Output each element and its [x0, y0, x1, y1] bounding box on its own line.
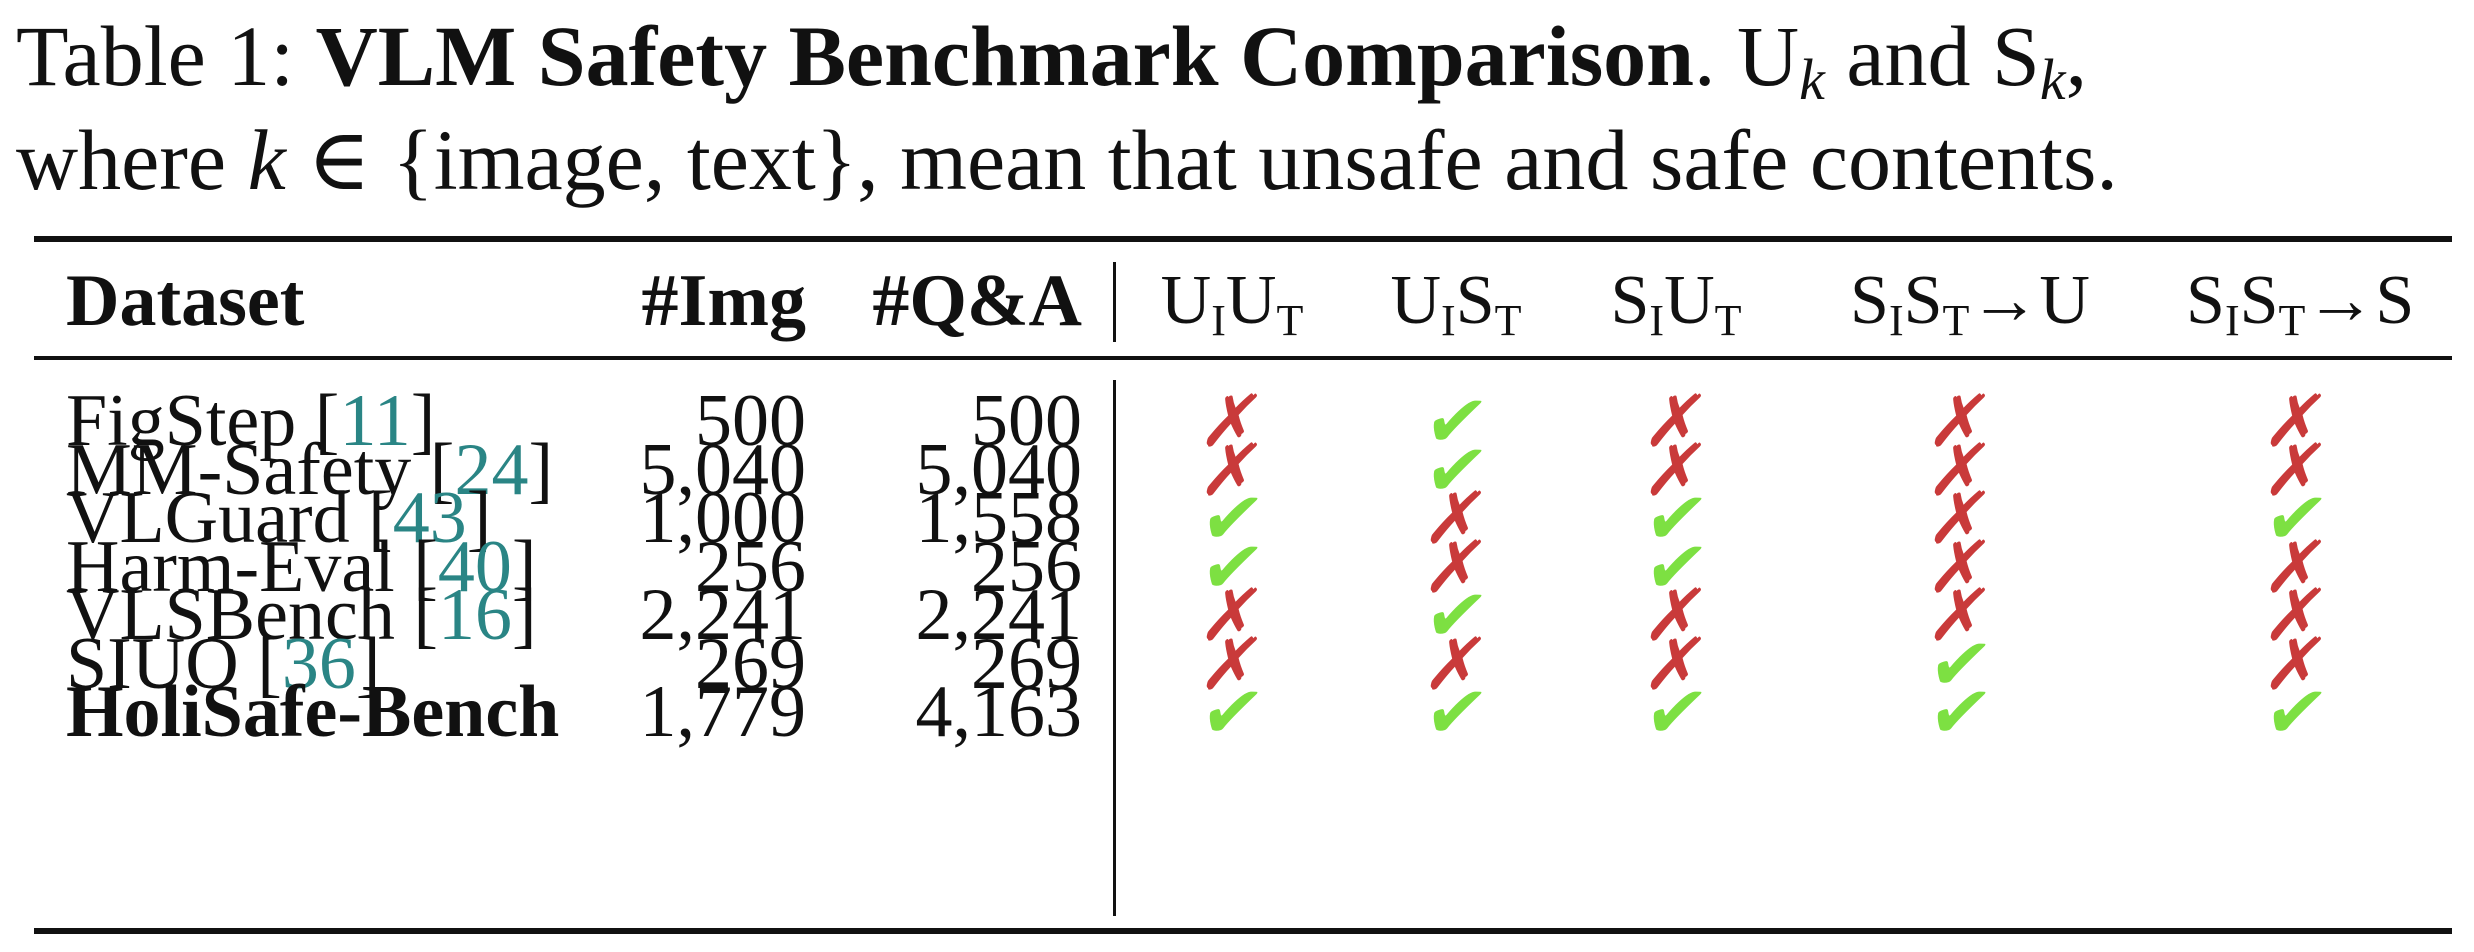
header-flag-4: SIST→U	[1850, 262, 2090, 345]
body-column-divider	[1113, 380, 1116, 916]
flag-cell-4: ✔	[1850, 670, 2070, 754]
table-row: HoliSafe-Bench 1,779 4,163 ✔ ✔ ✔ ✔ ✔	[0, 670, 2474, 754]
dataset-name: VLSBench [16]	[66, 574, 537, 656]
caption-variable: k	[247, 112, 286, 208]
checkmark-icon: ✔	[1922, 670, 1998, 754]
caption-label: Table 1:	[16, 8, 316, 104]
bottom-rule	[34, 928, 2452, 934]
img-count: 5,040	[639, 428, 807, 511]
qa-count: 2,241	[915, 574, 1083, 656]
dataset-name: VLGuard [43]	[66, 477, 492, 559]
header-flag-5: SIST→S	[2186, 262, 2415, 345]
qa-count: 4,163	[915, 671, 1083, 753]
checkmark-icon: ✔	[1638, 670, 1714, 754]
img-count: 256	[695, 525, 806, 608]
table-caption: Table 1: VLM Safety Benchmark Comparison…	[16, 4, 2456, 212]
citation-link[interactable]: 43	[392, 477, 467, 559]
qa-count: 500	[971, 380, 1082, 462]
caption-text: . U	[1694, 8, 1800, 104]
caption-title: VLM Safety Benchmark Comparison	[315, 8, 1695, 104]
citation-link[interactable]: 36	[281, 622, 356, 705]
caption-text: and S	[1824, 8, 2040, 104]
img-count: 1,779	[639, 671, 807, 753]
header-flag-2: UIST	[1390, 262, 1522, 345]
qa-count: 256	[971, 525, 1082, 608]
table-row: VLGuard [43] 1,000 1,558 ✔ ✗ ✔ ✗ ✔	[0, 476, 2474, 560]
header-flag-3: SIUT	[1610, 262, 1742, 345]
caption-line-1: Table 1: VLM Safety Benchmark Comparison…	[16, 4, 2456, 109]
caption-subscript: k	[2039, 47, 2066, 112]
table-row: SIUO [36] 269 269 ✗ ✗ ✗ ✔ ✗	[0, 622, 2474, 706]
header-flag-1: UIUT	[1160, 262, 1304, 345]
flag-cell-5: ✔	[2186, 670, 2406, 754]
top-rule	[34, 236, 2452, 242]
dataset-name: SIUO [36]	[66, 622, 381, 705]
caption-text: ,	[2065, 8, 2088, 104]
citation-link[interactable]: 16	[438, 574, 513, 656]
qa-count: 5,040	[915, 428, 1083, 511]
dataset-name: FigStep [11]	[66, 380, 436, 462]
caption-line-2: where k ∈ {image, text}, mean that unsaf…	[16, 108, 2456, 212]
citation-link[interactable]: 11	[339, 380, 411, 462]
header-rule	[34, 356, 2452, 360]
citation-link[interactable]: 24	[454, 428, 529, 511]
img-count: 500	[695, 380, 806, 462]
img-count: 2,241	[639, 574, 807, 656]
img-count: 1,000	[639, 477, 807, 559]
caption-subscript: k	[1799, 47, 1825, 112]
dataset-name: HoliSafe-Bench	[66, 671, 560, 753]
caption-text: where	[16, 112, 248, 208]
checkmark-icon: ✔	[2258, 670, 2334, 754]
header-qa: #Q&A	[872, 260, 1082, 342]
flag-cell-2: ✔	[1346, 670, 1566, 754]
header-img: #Img	[641, 260, 806, 342]
caption-text: ∈ {image, text}, mean that unsafe and sa…	[285, 112, 2118, 208]
qa-count: 1,558	[915, 477, 1083, 559]
table-row: Harm-Eval [40] 256 256 ✔ ✗ ✔ ✗ ✗	[0, 525, 2474, 609]
dataset-name: Harm-Eval [40]	[66, 525, 537, 608]
header-column-divider	[1113, 262, 1116, 342]
citation-link[interactable]: 40	[437, 525, 512, 608]
table-row: FigStep [11] 500 500 ✗ ✔ ✗ ✗ ✗	[0, 379, 2474, 463]
table-row: VLSBench [16] 2,241 2,241 ✗ ✔ ✗ ✗ ✗	[0, 573, 2474, 657]
dataset-name: MM-Safety [24]	[66, 428, 554, 511]
header-dataset: Dataset	[66, 260, 305, 342]
qa-count: 269	[971, 622, 1082, 705]
table-row: MM-Safety [24] 5,040 5,040 ✗ ✔ ✗ ✗ ✗	[0, 428, 2474, 512]
checkmark-icon: ✔	[1194, 670, 1270, 754]
flag-cell-1: ✔	[1122, 670, 1342, 754]
flag-cell-3: ✔	[1566, 670, 1786, 754]
img-count: 269	[695, 622, 806, 705]
table-header: Dataset #Img #Q&A UIUT UIST SIUT SIST→U SIST…	[0, 260, 2474, 345]
checkmark-icon: ✔	[1418, 670, 1494, 754]
